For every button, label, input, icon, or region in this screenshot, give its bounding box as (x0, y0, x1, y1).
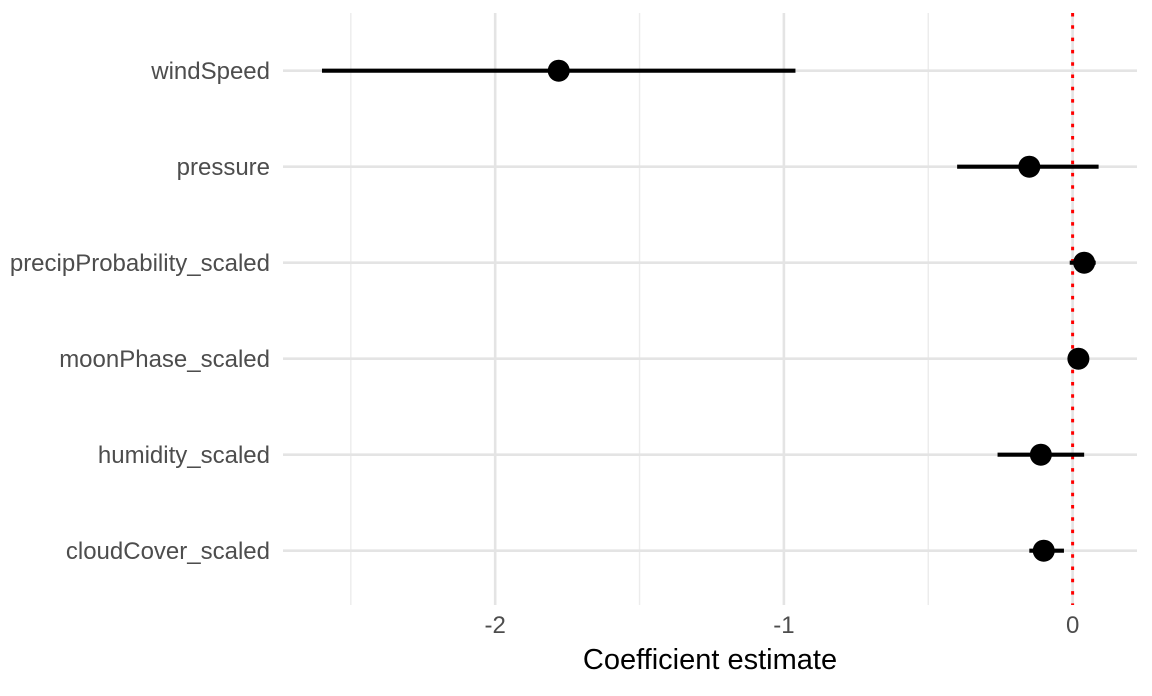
point-pressure (1018, 155, 1041, 178)
y-axis-label-pressure: pressure (177, 154, 270, 181)
x-tick-label--1: -1 (773, 612, 794, 639)
y-axis-label-precipProbability_scaled: precipProbability_scaled (10, 250, 270, 277)
point-cloudCover_scaled (1032, 539, 1055, 562)
pointrange-layer (321, 59, 1099, 562)
grid-minor-layer (350, 13, 929, 605)
y-axis-label-humidity_scaled: humidity_scaled (98, 442, 270, 469)
point-moonPhase_scaled (1067, 347, 1090, 370)
point-precipProbability_scaled (1073, 251, 1096, 274)
point-humidity_scaled (1029, 443, 1052, 466)
x-tick-label-0: 0 (1066, 612, 1079, 639)
point-windSpeed (547, 59, 570, 82)
y-axis-label-cloudCover_scaled: cloudCover_scaled (66, 538, 270, 565)
x-axis-tick-labels: -2 -1 0 (485, 612, 1080, 639)
x-tick-label--2: -2 (485, 612, 506, 639)
y-axis-label-moonPhase_scaled: moonPhase_scaled (59, 346, 270, 373)
y-axis-label-windSpeed: windSpeed (150, 58, 270, 85)
grid-major-layer (283, 13, 1137, 605)
y-axis-labels: windSpeed pressure precipProbability_scale… (10, 58, 270, 565)
x-axis-title: Coefficient estimate (583, 644, 837, 676)
